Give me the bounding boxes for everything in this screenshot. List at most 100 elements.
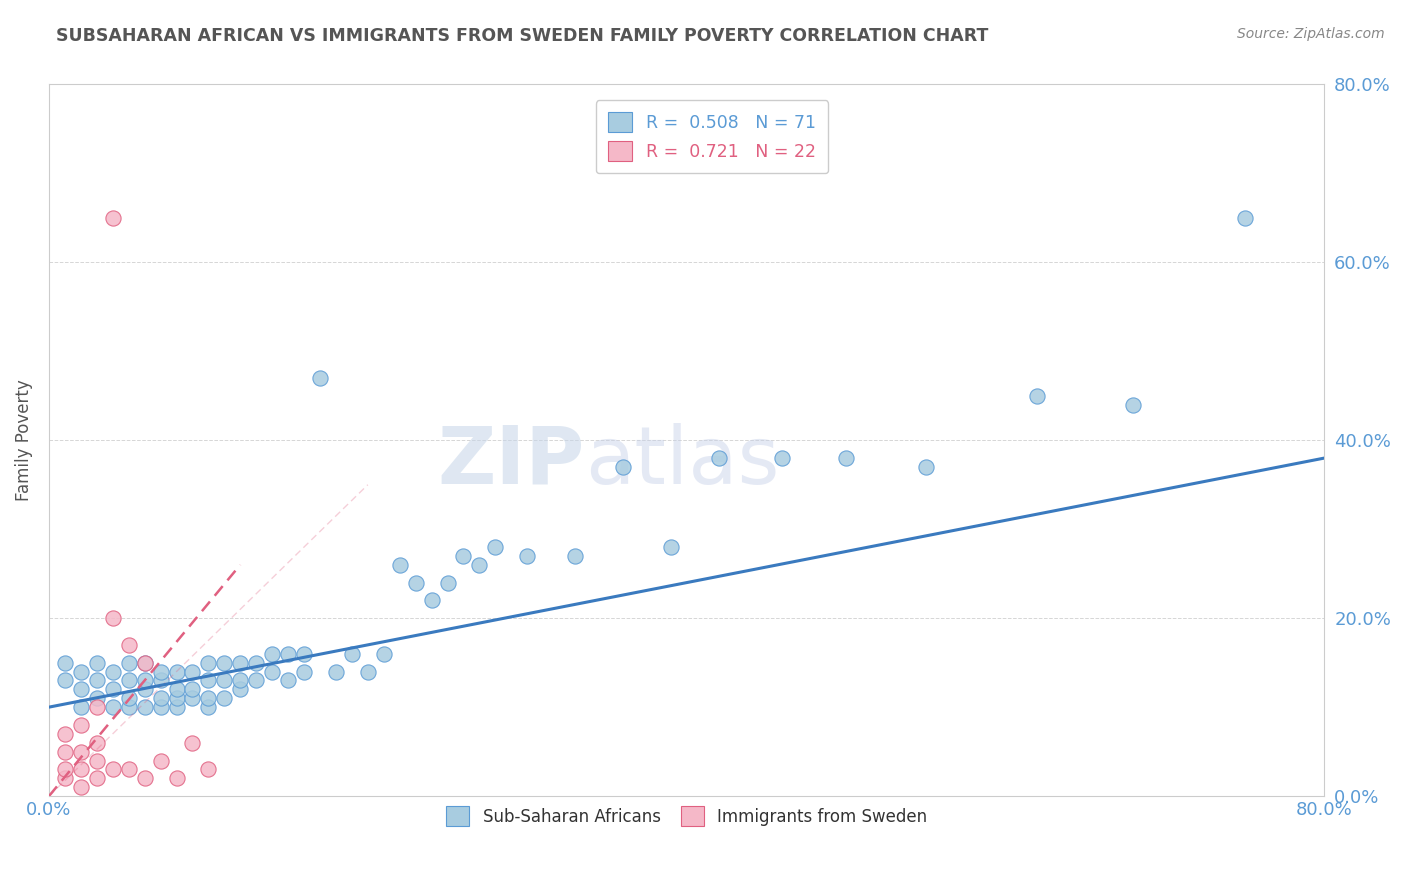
Point xyxy=(181,691,204,706)
Point xyxy=(197,691,219,706)
Point xyxy=(229,656,252,670)
Text: SUBSAHARAN AFRICAN VS IMMIGRANTS FROM SWEDEN FAMILY POVERTY CORRELATION CHART: SUBSAHARAN AFRICAN VS IMMIGRANTS FROM SW… xyxy=(56,27,988,45)
Point xyxy=(262,647,284,661)
Point xyxy=(197,763,219,777)
Point xyxy=(70,700,93,714)
Point xyxy=(914,459,936,474)
Point xyxy=(214,656,236,670)
Point xyxy=(405,575,427,590)
Point xyxy=(134,656,156,670)
Point xyxy=(197,656,219,670)
Point xyxy=(707,451,730,466)
Point xyxy=(197,673,219,688)
Point xyxy=(1233,211,1256,225)
Point xyxy=(70,682,93,697)
Point xyxy=(181,665,204,679)
Point xyxy=(277,673,299,688)
Point xyxy=(564,549,586,563)
Point xyxy=(70,745,93,759)
Point xyxy=(149,691,172,706)
Point xyxy=(181,736,204,750)
Point xyxy=(214,673,236,688)
Point xyxy=(420,593,443,607)
Point xyxy=(101,700,124,714)
Point xyxy=(53,673,76,688)
Point xyxy=(373,647,395,661)
Text: atlas: atlas xyxy=(585,423,779,500)
Point xyxy=(468,558,491,572)
Point xyxy=(70,780,93,795)
Point xyxy=(118,673,141,688)
Point xyxy=(101,611,124,625)
Point xyxy=(229,682,252,697)
Point xyxy=(86,736,108,750)
Point xyxy=(134,772,156,786)
Point xyxy=(516,549,538,563)
Point xyxy=(118,700,141,714)
Point xyxy=(309,371,332,385)
Point xyxy=(86,700,108,714)
Point xyxy=(770,451,793,466)
Point xyxy=(149,665,172,679)
Point xyxy=(134,673,156,688)
Y-axis label: Family Poverty: Family Poverty xyxy=(15,379,32,501)
Point xyxy=(134,656,156,670)
Point xyxy=(53,656,76,670)
Point xyxy=(118,656,141,670)
Point xyxy=(484,540,506,554)
Point xyxy=(86,673,108,688)
Point xyxy=(166,682,188,697)
Point xyxy=(134,682,156,697)
Point xyxy=(86,691,108,706)
Point xyxy=(101,682,124,697)
Point xyxy=(166,665,188,679)
Legend: Sub-Saharan Africans, Immigrants from Sweden: Sub-Saharan Africans, Immigrants from Sw… xyxy=(437,798,936,834)
Point xyxy=(118,691,141,706)
Point xyxy=(292,665,315,679)
Point xyxy=(166,772,188,786)
Point xyxy=(835,451,858,466)
Point xyxy=(86,754,108,768)
Point xyxy=(245,656,267,670)
Point xyxy=(325,665,347,679)
Point xyxy=(134,700,156,714)
Point xyxy=(659,540,682,554)
Point xyxy=(453,549,475,563)
Point xyxy=(245,673,267,688)
Point xyxy=(1026,389,1049,403)
Point xyxy=(101,665,124,679)
Point xyxy=(86,772,108,786)
Point xyxy=(118,763,141,777)
Point xyxy=(612,459,634,474)
Point xyxy=(277,647,299,661)
Point xyxy=(292,647,315,661)
Point xyxy=(181,682,204,697)
Point xyxy=(166,700,188,714)
Point xyxy=(86,656,108,670)
Point xyxy=(101,763,124,777)
Point xyxy=(70,665,93,679)
Point xyxy=(197,700,219,714)
Point xyxy=(166,691,188,706)
Point xyxy=(101,211,124,225)
Point xyxy=(118,638,141,652)
Point xyxy=(149,673,172,688)
Point xyxy=(53,745,76,759)
Point xyxy=(1122,398,1144,412)
Point xyxy=(436,575,458,590)
Point xyxy=(262,665,284,679)
Point xyxy=(388,558,411,572)
Point xyxy=(149,700,172,714)
Point xyxy=(70,763,93,777)
Point xyxy=(214,691,236,706)
Point xyxy=(53,763,76,777)
Point xyxy=(340,647,363,661)
Point xyxy=(357,665,380,679)
Point xyxy=(53,727,76,741)
Text: Source: ZipAtlas.com: Source: ZipAtlas.com xyxy=(1237,27,1385,41)
Point xyxy=(229,673,252,688)
Point xyxy=(149,754,172,768)
Point xyxy=(53,772,76,786)
Text: ZIP: ZIP xyxy=(437,423,585,500)
Point xyxy=(70,718,93,732)
